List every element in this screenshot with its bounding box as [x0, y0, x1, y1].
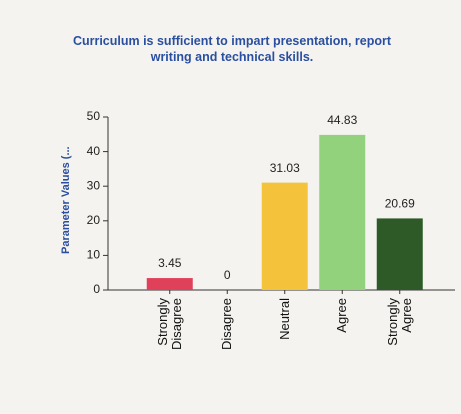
y-tick-label: 20 — [87, 213, 101, 227]
data-label: 0 — [224, 268, 231, 282]
data-label: 20.69 — [385, 197, 415, 211]
bar — [261, 182, 308, 290]
x-tick-label: Strongly Agree — [384, 298, 414, 346]
bar — [376, 218, 423, 290]
bar — [319, 134, 366, 290]
y-tick-label: 50 — [87, 109, 101, 123]
x-tick-label: Disagree — [219, 298, 235, 351]
y-tick-label: 0 — [93, 282, 100, 296]
bar — [146, 278, 193, 290]
y-tick-label: 30 — [87, 178, 101, 192]
y-tick-label: 40 — [87, 144, 101, 158]
data-label: 31.03 — [270, 161, 300, 175]
data-label: 3.45 — [158, 256, 182, 270]
x-tick-label: Agree — [334, 298, 350, 333]
chart-title: Curriculum is sufficient to impart prese… — [72, 34, 392, 64]
x-tick-label: Strongly Disagree — [154, 298, 184, 351]
x-tick-label: Neutral — [276, 298, 292, 340]
y-tick-label: 10 — [87, 248, 101, 262]
data-label: 44.83 — [327, 113, 357, 127]
